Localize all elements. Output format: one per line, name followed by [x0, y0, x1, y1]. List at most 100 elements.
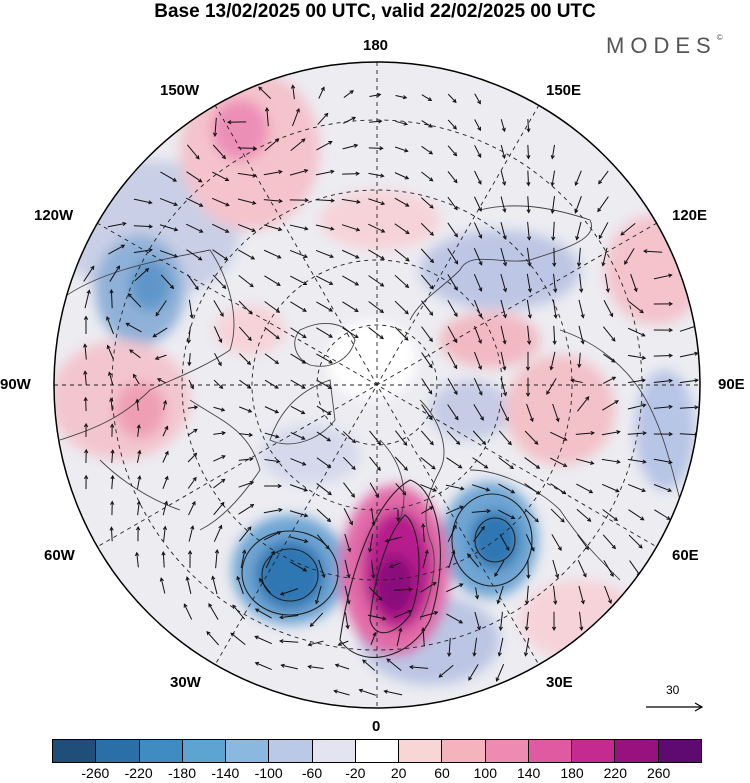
wind-vector	[550, 508, 565, 523]
wind-vector-head	[249, 456, 254, 462]
wind-vector-head	[582, 573, 587, 578]
wind-vector	[133, 374, 140, 385]
wind-vector	[550, 457, 567, 467]
wind-vector	[316, 431, 331, 442]
wind-vector	[394, 456, 408, 471]
wind-vector	[264, 432, 279, 438]
wind-vector-head	[379, 335, 384, 340]
wind-vector	[263, 199, 282, 202]
wind-vector	[445, 505, 464, 515]
wind-vector-head	[526, 182, 531, 187]
wind-vector-head	[247, 384, 252, 389]
wind-vector-head	[611, 358, 616, 363]
wind-vector	[421, 404, 433, 420]
wind-vector-head	[304, 198, 310, 203]
wind-vector-head	[553, 288, 558, 293]
lon-label-120w: 120W	[34, 207, 74, 224]
wind-vector	[473, 273, 482, 292]
colorbar-tick-label: -20	[345, 765, 366, 781]
wind-vector-head	[550, 182, 555, 187]
colorbar-tick-label: -140	[211, 765, 240, 781]
wind-vector	[342, 173, 359, 175]
wind-vector-head	[376, 466, 381, 471]
wind-vector	[447, 378, 458, 395]
wind-vector	[370, 632, 376, 645]
wind-vector-head	[590, 460, 595, 465]
lon-label-60e: 60E	[672, 547, 699, 564]
wind-vector	[446, 457, 462, 469]
wind-vector	[474, 145, 482, 158]
wind-vector	[126, 322, 142, 333]
wind-vector	[654, 509, 671, 520]
wind-vector-head	[380, 201, 386, 206]
wind-vector	[421, 171, 433, 182]
wind-vector-head	[192, 476, 197, 482]
wind-vector-head	[106, 344, 111, 350]
wind-vector	[111, 450, 114, 463]
wind-vector	[386, 658, 402, 672]
wind-vector-head	[481, 440, 487, 446]
wind-vector	[342, 301, 359, 312]
wind-vector-head	[614, 400, 619, 405]
wind-vector-head	[574, 181, 579, 187]
wind-vector-head	[199, 202, 204, 207]
wind-vector-head	[502, 235, 507, 240]
wind-vector	[108, 372, 114, 386]
wind-vector-head	[213, 132, 218, 137]
wind-vector	[255, 608, 272, 619]
wind-vector-head	[620, 231, 625, 236]
wind-vector	[447, 248, 458, 265]
wind-vector-head	[534, 440, 539, 445]
wind-vector	[474, 351, 482, 370]
wind-vector	[576, 483, 593, 494]
wind-vector	[447, 326, 458, 343]
wind-vector	[500, 196, 506, 212]
wind-vector-head	[587, 517, 592, 522]
wind-vector	[447, 145, 457, 156]
colorbar-cell	[269, 740, 313, 762]
wind-vector-head	[429, 258, 435, 264]
wind-vector	[598, 170, 609, 184]
wind-vector	[344, 559, 350, 578]
wind-vector	[393, 588, 413, 591]
wind-vector	[155, 354, 167, 360]
wind-vector-head	[641, 378, 647, 383]
wind-vector	[527, 325, 530, 344]
wind-vector-head	[354, 308, 359, 312]
wind-vector	[213, 326, 222, 343]
wind-vector	[604, 273, 609, 292]
colorbar-cell	[226, 740, 270, 762]
wind-vector-head	[477, 180, 482, 185]
wind-vector-head	[624, 260, 628, 265]
wind-vector	[472, 430, 486, 445]
colorbar-tick-label: 260	[646, 765, 671, 781]
wind-vector-head	[477, 100, 481, 105]
wind-vector	[266, 108, 269, 127]
wind-vector	[653, 354, 673, 357]
wind-vector-head	[224, 177, 230, 182]
wind-vector	[317, 113, 329, 125]
wind-vector	[342, 456, 356, 470]
wind-vector	[162, 451, 169, 463]
wind-vector	[186, 577, 192, 594]
wind-vector-head	[302, 307, 307, 312]
wind-vector	[602, 376, 616, 384]
wind-vector-head	[454, 416, 459, 421]
wind-vector-head	[303, 254, 309, 259]
colorbar-tick-label: -220	[124, 765, 153, 781]
wind-vector-head	[193, 428, 198, 433]
wind-vector-head	[478, 339, 482, 345]
wind-vector	[84, 290, 90, 309]
wind-vector-head	[248, 310, 253, 315]
wind-vector	[598, 222, 609, 239]
wind-vector-head	[478, 313, 483, 318]
wind-vector	[188, 379, 194, 389]
wind-vector-head	[557, 546, 562, 551]
wind-vector-head	[148, 248, 153, 253]
wind-vector	[263, 249, 281, 259]
wind-vector-head	[405, 202, 410, 207]
wind-vector	[263, 224, 282, 231]
wind-vector	[628, 509, 644, 521]
wind-vector	[368, 223, 385, 233]
wind-vector	[603, 560, 614, 577]
